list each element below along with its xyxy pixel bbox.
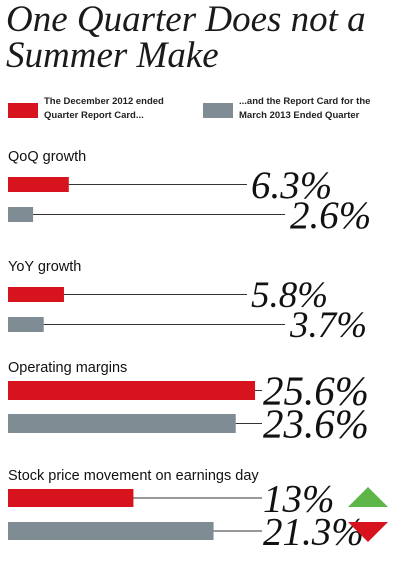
legend-label: The December 2012 ended Quarter Report C… (44, 96, 164, 121)
legend-item-dec-2012: The December 2012 ended Quarter Report C… (8, 95, 174, 123)
data-label: 23.6% (263, 400, 369, 446)
legend-swatch-gray (203, 103, 233, 118)
triangle-down-icon (348, 522, 388, 542)
data-label: 3.7% (289, 305, 367, 346)
data-label: 5.8% (251, 275, 328, 316)
data-label: 13% (263, 477, 335, 520)
bar (8, 177, 69, 192)
data-label: 25.6% (263, 367, 369, 413)
bar (8, 522, 214, 540)
bar (8, 287, 64, 302)
chart-title: One Quarter Does not a Summer Make (6, 0, 366, 76)
panel-label: YoY growth (8, 259, 81, 275)
legend-swatch-red (8, 103, 38, 118)
panel-label: Stock price movement on earnings day (8, 468, 259, 484)
bar (8, 381, 256, 400)
bar (8, 207, 34, 222)
bar (8, 414, 236, 433)
data-label: 21.3% (263, 510, 364, 553)
data-label: 6.3% (251, 164, 332, 207)
panel-label: QoQ growth (8, 149, 86, 165)
data-label: 2.6% (290, 194, 371, 237)
panel-label: Operating margins (8, 360, 127, 376)
triangle-up-icon (348, 487, 388, 507)
bar (8, 489, 134, 507)
legend-label: ...and the Report Card for the March 201… (239, 96, 371, 121)
legend-item-mar-2013: ...and the Report Card for the March 201… (203, 95, 397, 123)
bar (8, 317, 44, 332)
